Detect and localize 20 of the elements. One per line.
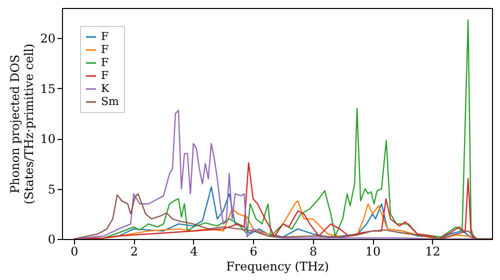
x-tick-label: 4 — [190, 244, 198, 258]
legend-label: Sm — [101, 95, 120, 108]
x-tick-label: 8 — [310, 244, 318, 258]
y-axis-title: Phonon projected DOS (States/THz·primitive cell) — [8, 44, 36, 204]
x-tick-label: 2 — [130, 244, 138, 258]
y-tick-label: 5 — [48, 182, 56, 196]
legend-label: F — [101, 30, 109, 43]
legend-label: F — [101, 56, 109, 69]
y-tick-label: 15 — [40, 82, 56, 96]
legend-label: F — [101, 43, 109, 56]
x-axis-title: Frequency (THz) — [226, 260, 329, 274]
legend-label: F — [101, 69, 109, 82]
y-tick-label: 0 — [48, 232, 56, 246]
y-tick-label: 20 — [40, 32, 56, 46]
x-tick-label: 0 — [70, 244, 78, 258]
x-tick-label: 6 — [250, 244, 258, 258]
y-tick-label: 10 — [40, 132, 56, 146]
legend-label: K — [101, 82, 110, 95]
x-tick-label: 10 — [365, 244, 381, 258]
x-tick-label: 12 — [425, 244, 440, 258]
